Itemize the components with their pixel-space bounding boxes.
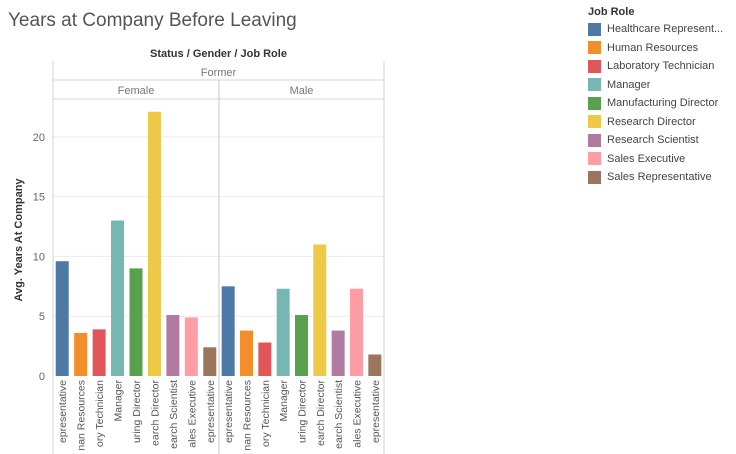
bar — [147, 111, 161, 377]
bar — [111, 220, 125, 376]
x-tick-label: ory Technician — [260, 380, 272, 447]
legend-label: Laboratory Technician — [607, 60, 715, 73]
bar — [258, 342, 272, 376]
bar — [74, 332, 88, 376]
legend-title: Job Role — [588, 6, 635, 18]
legend-item[interactable]: Laboratory Technician — [588, 57, 736, 76]
legend-item[interactable]: Sales Executive — [588, 150, 736, 169]
y-axis-label: Avg. Years At Company — [13, 178, 25, 302]
legend-item[interactable]: Research Scientist — [588, 131, 736, 150]
legend-label: Manufacturing Director — [607, 97, 719, 110]
x-tick-label: ales Executive — [186, 380, 198, 448]
legend-swatch — [588, 170, 601, 184]
legend: Job Role Healthcare Represent... Human Re… — [588, 4, 736, 187]
legend-label: Research Scientist — [607, 134, 699, 147]
legend-label: Manager — [607, 78, 651, 91]
bar — [240, 330, 253, 376]
legend-swatch — [588, 41, 601, 55]
legend-item[interactable]: Healthcare Represent... — [588, 20, 736, 39]
bar — [295, 315, 308, 376]
legend-label: Healthcare Represent... — [607, 23, 724, 36]
bar — [184, 317, 198, 376]
x-tick-label: epresentative — [205, 380, 217, 443]
bar — [313, 244, 327, 376]
bar — [55, 261, 69, 376]
status-label: Former — [201, 67, 237, 79]
bar — [92, 329, 106, 376]
bar — [221, 286, 235, 376]
legend-swatch — [588, 22, 601, 36]
legend-label: Research Director — [607, 115, 696, 128]
x-tick-label: earch Director — [149, 380, 161, 446]
x-tick-label: ory Technician — [94, 380, 106, 447]
x-tick-label: earch Scientist — [333, 380, 345, 449]
panel-label: Male — [290, 85, 314, 97]
legend-swatch — [588, 59, 601, 73]
x-tick-label: earch Director — [315, 380, 327, 446]
legend-label: Human Resources — [607, 41, 699, 54]
x-tick-label: ales Executive — [352, 380, 364, 448]
legend-item[interactable]: Sales Representative — [588, 168, 736, 187]
x-tick-label: uring Director — [297, 380, 309, 444]
y-tick-label: 20 — [33, 132, 45, 144]
x-tick-label: epresentative — [223, 380, 235, 443]
x-tick-label: epresentative — [57, 380, 69, 443]
bar — [350, 288, 363, 376]
legend-item[interactable]: Human Resources — [588, 39, 736, 58]
y-tick-label: 5 — [39, 311, 45, 323]
legend-swatch — [588, 115, 601, 129]
x-tick-label: epresentative — [370, 380, 382, 443]
y-tick-label: 10 — [33, 251, 45, 263]
y-tick-label: 0 — [39, 371, 45, 383]
legend-item[interactable]: Manager — [588, 76, 736, 95]
bar — [276, 288, 290, 376]
legend-label: Sales Executive — [607, 152, 686, 165]
chart-title: Years at Company Before Leaving — [8, 10, 297, 31]
header-label: Status / Gender / Job Role — [150, 48, 287, 60]
legend-swatch — [588, 133, 601, 147]
legend-swatch — [588, 152, 601, 166]
legend-item[interactable]: Research Director — [588, 113, 736, 132]
x-tick-label: Manager — [113, 380, 125, 422]
x-tick-label: uring Director — [131, 380, 143, 444]
bar — [368, 354, 382, 376]
bar — [129, 268, 143, 376]
bar — [203, 347, 217, 376]
x-tick-label: earch Scientist — [168, 380, 180, 449]
x-tick-label: nan Resources — [242, 380, 254, 451]
x-tick-label: nan Resources — [76, 380, 88, 451]
y-tick-label: 15 — [33, 192, 45, 204]
legend-swatch — [588, 96, 601, 110]
legend-label: Sales Representative — [607, 171, 712, 184]
x-tick-label: Manager — [278, 380, 290, 422]
panel-label: Female — [118, 85, 155, 97]
bar — [166, 315, 180, 376]
bar — [331, 330, 345, 376]
legend-swatch — [588, 78, 601, 92]
legend-item[interactable]: Manufacturing Director — [588, 94, 736, 113]
